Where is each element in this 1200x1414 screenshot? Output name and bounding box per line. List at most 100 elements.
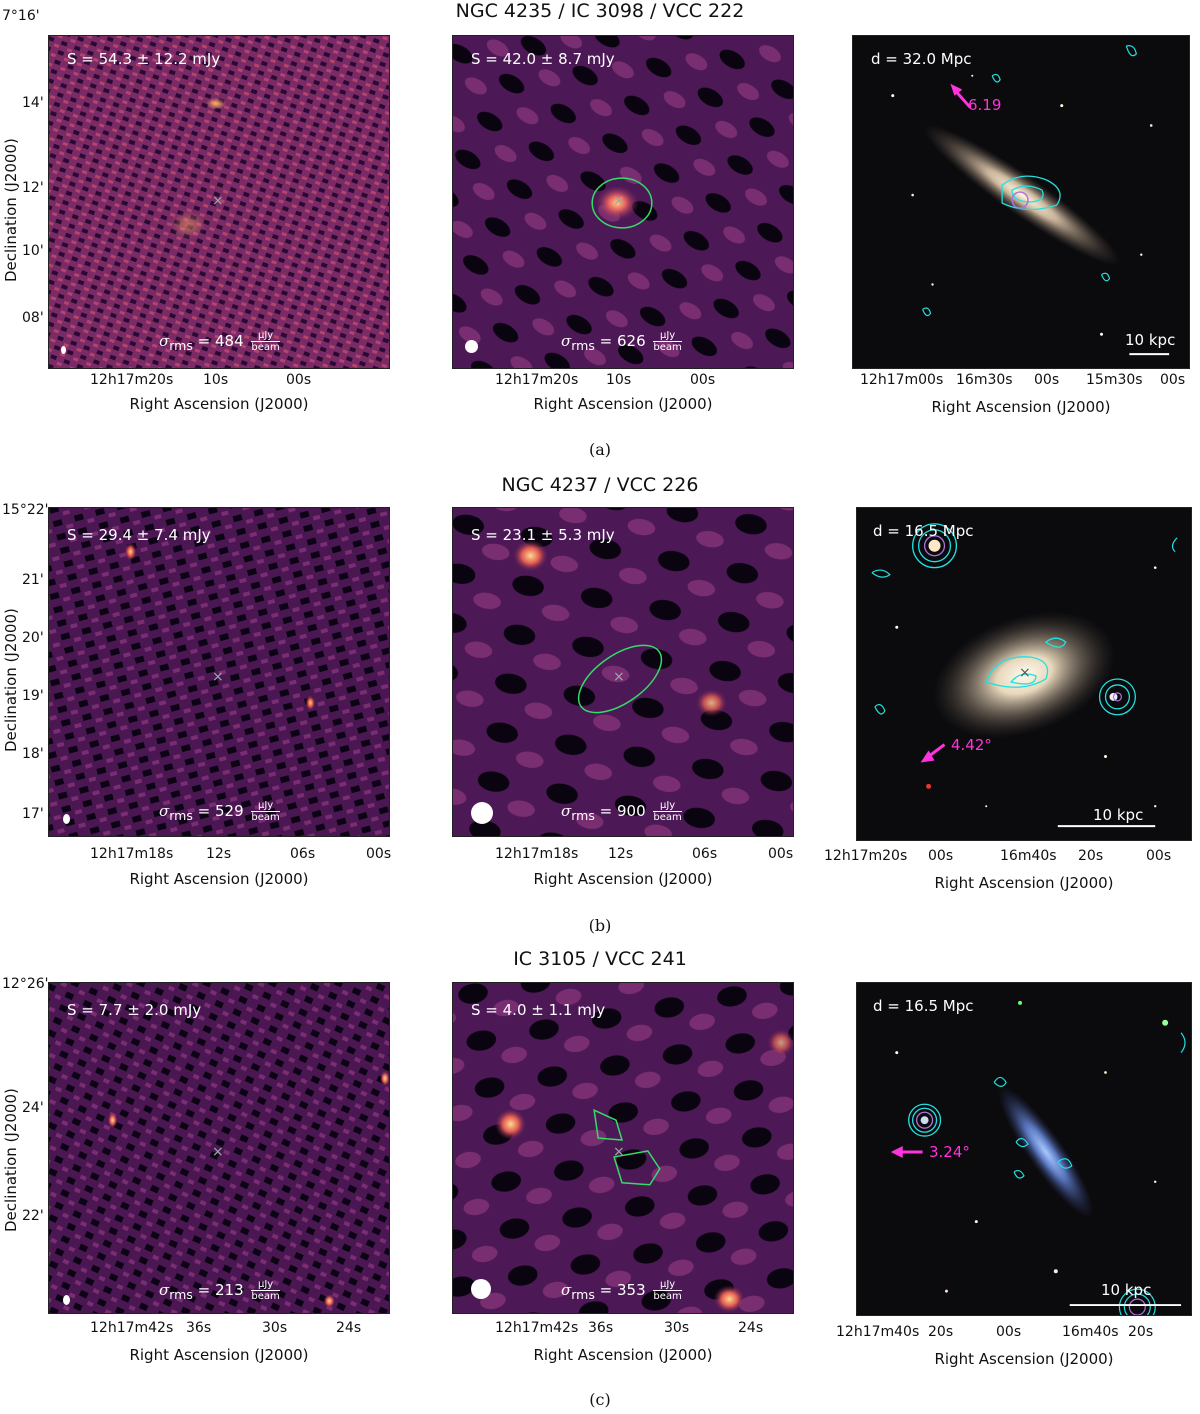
x-tick: 12h17m20s — [495, 372, 579, 388]
x-tick: 00s — [690, 372, 716, 388]
direction-arrow-label: 6.19 — [968, 96, 1002, 114]
row-c-title: IC 3105 / VCC 241 — [513, 948, 687, 970]
aperture-ellipse — [591, 177, 653, 229]
x-tick: 12h17m20s — [824, 848, 908, 864]
distance-label: d = 16.5 Mpc — [873, 997, 974, 1015]
flux-label: S = 42.0 ± 8.7 mJy — [471, 50, 615, 68]
subfigure-caption: (b) — [588, 916, 612, 935]
radio-map-panel-c2: × S = 4.0 ± 1.1 mJy σrms = 353 μJy beam — [452, 982, 794, 1314]
rms-label: σrms = 900 μJy beam — [561, 800, 682, 823]
galaxy-center-marker: × — [212, 669, 224, 685]
optical-image-panel-c3: d = 16.5 Mpc 3.24° 10 kpc — [856, 982, 1192, 1316]
x-tick: 16m30s — [956, 372, 1013, 388]
y-tick: 15°22' — [2, 502, 49, 518]
x-axis-label: Right Ascension (J2000) — [934, 874, 1114, 892]
y-tick: 08' — [22, 310, 44, 326]
subfigure-caption: (c) — [589, 1390, 611, 1409]
optical-image-panel-a3: d = 32.0 Mpc 6.19 10 kpc — [852, 35, 1190, 369]
radio-map-panel-a1: × S = 54.3 ± 12.2 mJy σrms = 484 μJy beam — [48, 35, 390, 369]
y-axis-label: Declination (J2000) — [2, 138, 20, 282]
y-tick: 10' — [22, 243, 44, 259]
radio-map-panel-a2: × S = 42.0 ± 8.7 mJy σrms = 626 μJy beam — [452, 35, 794, 369]
y-tick: 21' — [22, 572, 44, 588]
distance-label: d = 32.0 Mpc — [871, 50, 972, 68]
y-tick: 22' — [22, 1208, 44, 1224]
direction-arrow-label: 3.24° — [929, 1143, 970, 1161]
x-tick: 00s — [1160, 372, 1186, 388]
x-tick: 10s — [203, 372, 229, 388]
y-tick: 24' — [22, 1100, 44, 1116]
galaxy-center-marker: × — [613, 1144, 625, 1160]
x-tick: 24s — [336, 1320, 362, 1336]
x-tick: 00s — [996, 1324, 1022, 1340]
flux-label: S = 4.0 ± 1.1 mJy — [471, 1001, 606, 1019]
x-tick: 00s — [928, 848, 954, 864]
x-tick: 12h17m18s — [90, 846, 174, 862]
x-tick: 00s — [768, 846, 794, 862]
x-tick: 00s — [286, 372, 312, 388]
radio-map-panel-b2: × S = 23.1 ± 5.3 mJy σrms = 900 μJy beam — [452, 507, 794, 837]
subfigure-caption: (a) — [588, 440, 612, 459]
scale-bar-label: 10 kpc — [1101, 1281, 1152, 1299]
beam-ellipse — [63, 814, 70, 824]
galaxy-center-marker: × — [212, 1144, 224, 1160]
scale-bar-label: 10 kpc — [1093, 806, 1144, 824]
x-tick: 30s — [262, 1320, 288, 1336]
x-axis-label: Right Ascension (J2000) — [129, 870, 309, 888]
x-tick: 12h17m42s — [495, 1320, 579, 1336]
x-tick: 20s — [1128, 1324, 1154, 1340]
beam-ellipse — [471, 1279, 491, 1299]
scale-bar-label: 10 kpc — [1125, 331, 1176, 349]
rms-label: σrms = 213 μJy beam — [159, 1279, 280, 1302]
flux-label: S = 29.4 ± 7.4 mJy — [67, 526, 211, 544]
beam-ellipse — [63, 1295, 70, 1305]
x-tick: 24s — [738, 1320, 764, 1336]
x-tick: 06s — [290, 846, 316, 862]
galaxy-center-marker: × — [212, 193, 224, 209]
y-tick: 12' — [22, 180, 44, 196]
flux-label: S = 54.3 ± 12.2 mJy — [67, 50, 221, 68]
x-axis-label: Right Ascension (J2000) — [533, 395, 713, 413]
y-tick: 18' — [22, 746, 44, 762]
rms-label: σrms = 353 μJy beam — [561, 1279, 682, 1302]
x-axis-label: Right Ascension (J2000) — [129, 395, 309, 413]
row-a-title: NGC 4235 / IC 3098 / VCC 222 — [455, 0, 745, 22]
x-tick: 30s — [664, 1320, 690, 1336]
x-tick: 16m40s — [1000, 848, 1057, 864]
y-axis-label: Declination (J2000) — [2, 1088, 20, 1232]
flux-label: S = 7.7 ± 2.0 mJy — [67, 1001, 202, 1019]
beam-ellipse — [465, 340, 478, 353]
galaxy-center-marker: × — [1019, 665, 1031, 681]
x-tick: 16m40s — [1062, 1324, 1119, 1340]
x-axis-label: Right Ascension (J2000) — [533, 1346, 713, 1364]
x-tick: 06s — [692, 846, 718, 862]
x-tick: 10s — [606, 372, 632, 388]
beam-ellipse — [61, 346, 66, 354]
x-tick: 20s — [928, 1324, 954, 1340]
x-tick: 20s — [1078, 848, 1104, 864]
x-tick: 12h17m42s — [90, 1320, 174, 1336]
x-tick: 12h17m20s — [90, 372, 174, 388]
x-tick: 00s — [1034, 372, 1060, 388]
x-axis-label: Right Ascension (J2000) — [934, 1350, 1114, 1368]
x-axis-label: Right Ascension (J2000) — [533, 870, 713, 888]
x-tick: 36s — [186, 1320, 212, 1336]
x-tick: 36s — [588, 1320, 614, 1336]
x-axis-label: Right Ascension (J2000) — [129, 1346, 309, 1364]
radio-map-panel-c1: × S = 7.7 ± 2.0 mJy σrms = 213 μJy beam — [48, 982, 390, 1314]
y-tick: 7°16' — [2, 8, 40, 24]
x-axis-label: Right Ascension (J2000) — [931, 398, 1111, 416]
optical-image-panel-b3: × d = 16.5 Mpc 4.42° 10 kpc — [856, 507, 1192, 841]
y-tick: 19' — [22, 688, 44, 704]
y-tick: 20' — [22, 630, 44, 646]
galaxy-center-marker: × — [613, 193, 625, 209]
x-tick: 12s — [206, 846, 232, 862]
flux-label: S = 23.1 ± 5.3 mJy — [471, 526, 615, 544]
x-tick: 15m30s — [1086, 372, 1143, 388]
distance-label: d = 16.5 Mpc — [873, 522, 974, 540]
y-axis-label: Declination (J2000) — [2, 608, 20, 752]
x-tick: 12h17m18s — [495, 846, 579, 862]
y-tick: 12°26' — [2, 976, 49, 992]
beam-ellipse — [471, 802, 493, 824]
x-tick: 00s — [366, 846, 392, 862]
